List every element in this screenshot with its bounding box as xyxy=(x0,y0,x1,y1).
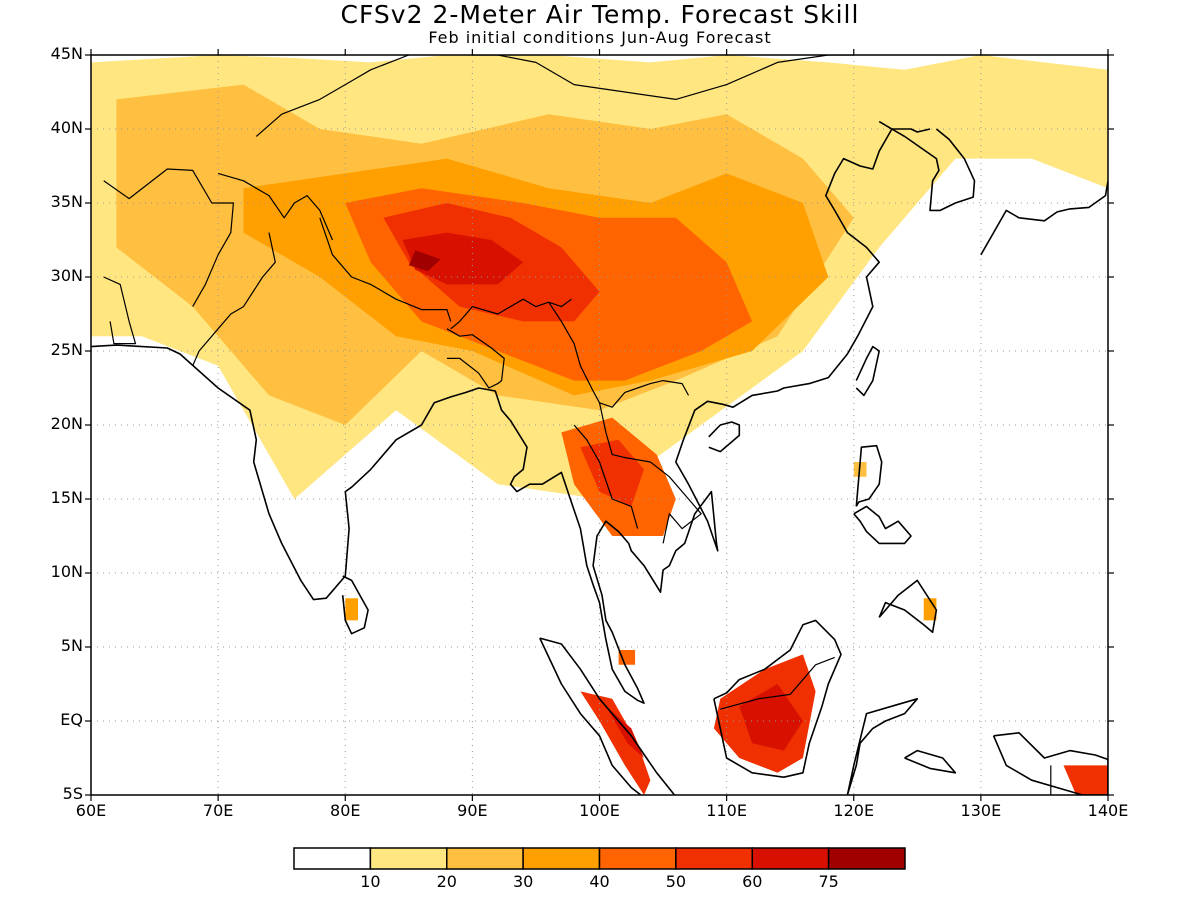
coastline xyxy=(341,575,369,635)
coastline xyxy=(846,697,919,795)
country-border xyxy=(573,424,639,529)
lat-tick-label: 40N xyxy=(50,118,83,137)
colorbar-level-label: 60 xyxy=(742,872,763,891)
lon-tick-label: 130E xyxy=(960,801,1002,820)
colorbar-swatch xyxy=(369,847,448,870)
skill-region xyxy=(618,650,636,665)
colorbar-level-label: 10 xyxy=(360,872,381,891)
country-border xyxy=(446,328,505,389)
coastline xyxy=(91,128,931,705)
country-border xyxy=(103,168,234,307)
colorbar-swatch xyxy=(827,847,906,870)
lon-tick-label: 140E xyxy=(1087,801,1129,820)
country-border xyxy=(450,298,572,330)
skill-region xyxy=(605,706,644,758)
colorbar xyxy=(293,847,906,870)
lat-tick-label: 25N xyxy=(50,340,83,359)
skill-region xyxy=(408,250,441,272)
lat-tick-label: EQ xyxy=(60,710,83,729)
coastline xyxy=(980,180,1108,256)
lon-tick-label: 80E xyxy=(330,801,361,820)
coastline xyxy=(713,619,842,779)
lat-tick-label: 10N xyxy=(50,562,83,581)
colorbar-level-label: 30 xyxy=(512,872,534,891)
axis-ticks xyxy=(85,49,1114,801)
lat-tick-label: 15N xyxy=(50,488,83,507)
lon-tick-label: 110E xyxy=(706,801,747,820)
colorbar-swatch xyxy=(598,847,677,870)
lat-tick-label: 5S xyxy=(62,784,83,803)
lat-tick-label: 45N xyxy=(50,44,83,63)
coastline xyxy=(708,421,741,453)
skill-shading-layer xyxy=(91,55,1108,795)
coastline xyxy=(853,505,912,545)
skill-region xyxy=(345,598,358,621)
skill-region xyxy=(402,232,524,285)
country-border xyxy=(192,232,276,367)
country-border xyxy=(598,402,702,544)
coastline xyxy=(878,120,976,212)
coastline xyxy=(878,579,938,634)
skill-region xyxy=(739,684,803,751)
coastline xyxy=(992,731,1108,795)
lat-tick-label: 20N xyxy=(50,414,83,433)
colorbar-swatch xyxy=(446,847,524,870)
skill-region xyxy=(580,691,651,795)
coastline-layer xyxy=(91,120,1108,795)
lon-tick-label: 90E xyxy=(457,801,488,820)
country-border xyxy=(217,172,334,241)
coastline xyxy=(855,444,883,507)
lat-tick-label: 30N xyxy=(50,266,83,285)
coastline xyxy=(904,749,957,774)
colorbar-level-label: 20 xyxy=(436,872,457,891)
coastline xyxy=(539,637,676,795)
lat-tick-label: 35N xyxy=(50,192,83,211)
lon-tick-label: 70E xyxy=(202,801,234,820)
country-border xyxy=(548,301,690,408)
country-border xyxy=(255,55,854,137)
country-borders-layer xyxy=(103,55,1052,795)
lon-tick-label: 100E xyxy=(579,801,620,820)
map-subtitle: Feb initial conditions Jun-Aug Forecast xyxy=(428,28,772,47)
country-border xyxy=(103,276,137,345)
colorbar-swatch xyxy=(751,847,830,870)
country-border xyxy=(720,656,835,710)
colorbar-level-label: 40 xyxy=(589,872,610,891)
colorbar-swatch xyxy=(522,847,601,870)
country-border xyxy=(319,217,452,322)
lon-tick-label: 120E xyxy=(833,801,875,820)
map-title: CFSv2 2-Meter Air Temp. Forecast Skill xyxy=(340,0,860,29)
colorbar-swatch xyxy=(675,847,753,870)
skill-region xyxy=(1063,765,1108,795)
lat-tick-label: 5N xyxy=(60,636,83,655)
colorbar-swatch xyxy=(293,847,372,870)
coastline xyxy=(855,345,881,397)
colorbar-level-label: 75 xyxy=(818,872,839,891)
lon-tick-label: 60E xyxy=(75,801,107,820)
colorbar-level-label: 50 xyxy=(665,872,687,891)
